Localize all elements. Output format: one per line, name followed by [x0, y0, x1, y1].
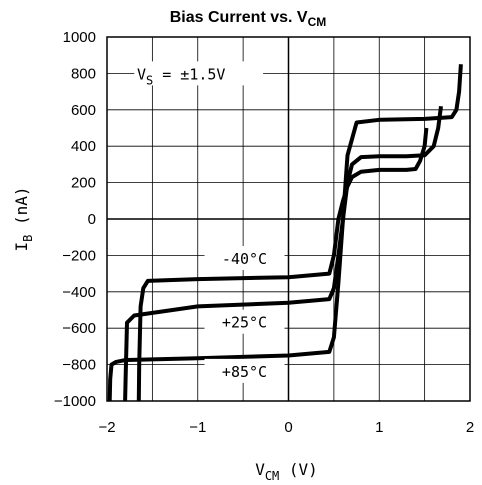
- chart-title: Bias Current vs. VCM: [170, 9, 327, 29]
- x-tick-label: 0: [284, 419, 292, 436]
- series-label-1: +25°C: [222, 314, 267, 332]
- y-tick-label: 600: [71, 102, 96, 119]
- series-label-bg: [204, 358, 285, 383]
- series-line-1: [123, 105, 443, 402]
- series-line-2: [136, 127, 429, 402]
- series-lines: [107, 64, 463, 402]
- y-tick-label: −600: [62, 320, 96, 337]
- series-labels: +85°C +25°C -40°C: [204, 246, 285, 383]
- series-label-bg: [204, 309, 285, 334]
- plot-frame: [106, 36, 471, 402]
- y-axis-label: IB (nA): [12, 186, 35, 251]
- x-tick-label: 1: [375, 419, 383, 436]
- series-label-2: -40°C: [222, 250, 267, 268]
- x-tick-label: −2: [98, 419, 115, 436]
- y-tick-label: −1000: [54, 393, 96, 410]
- y-tick-label: 200: [71, 175, 96, 192]
- y-tick-label: 400: [71, 138, 96, 155]
- series-label-bg: [204, 246, 285, 271]
- series-label-0: +85°C: [222, 363, 267, 381]
- y-tick-label: −400: [62, 284, 96, 301]
- y-tick-label: −800: [62, 357, 96, 374]
- y-tick-label: 0: [88, 211, 96, 228]
- grid: [106, 36, 471, 402]
- y-tick-label: −200: [62, 247, 96, 264]
- x-axis-label: VCM (V): [255, 460, 318, 483]
- x-tick-label: 2: [466, 419, 474, 436]
- series-line-0: [107, 64, 463, 402]
- tick-labels: 1000 800 600 400 200 0 −200 −400 −600 −800 −1000−2…: [54, 29, 474, 436]
- x-tick-label: −1: [189, 419, 206, 436]
- y-tick-label: 800: [71, 65, 96, 82]
- supply-annotation: VS = ±1.5V: [134, 61, 264, 87]
- svg-text:VS = ±1.5V: VS = ±1.5V: [137, 65, 226, 87]
- y-tick-label: 1000: [63, 29, 96, 46]
